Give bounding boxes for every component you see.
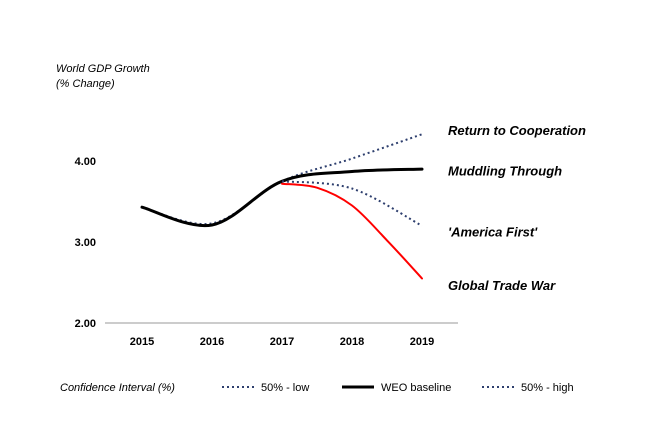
series-line-50-low (281, 180, 423, 227)
scenario-label: Global Trade War (448, 278, 556, 293)
x-tick-label: 2017 (270, 336, 294, 348)
y-tick-label: 4.00 (75, 156, 96, 168)
x-tick-label: 2016 (200, 336, 224, 348)
y-axis-title-line2: (% Change) (56, 78, 115, 90)
scenario-label: Return to Cooperation (448, 123, 586, 138)
x-tick-label: 2015 (130, 336, 154, 348)
legend-title: Confidence Interval (%) (60, 382, 175, 394)
x-tick-label: 2018 (340, 336, 364, 348)
legend-label: 50% - low (261, 382, 309, 394)
scenario-label: Muddling Through (448, 164, 562, 179)
y-tick-labels: 2.00 3.00 4.00 (75, 156, 96, 330)
series-line-global-trade-war (281, 182, 423, 280)
y-axis-title-line1: World GDP Growth (56, 63, 150, 75)
x-tick-labels: 2015 2016 2017 2018 2019 (130, 336, 434, 348)
scenario-label: 'America First' (448, 224, 538, 239)
series-lines (140, 133, 424, 280)
scenario-labels: Return to Cooperation Muddling Through 'Am… (448, 123, 586, 293)
series-line-50-high (141, 133, 423, 226)
x-tick-label: 2019 (410, 336, 434, 348)
legend-label: 50% - high (521, 382, 574, 394)
y-tick-label: 3.00 (75, 237, 96, 249)
y-tick-label: 2.00 (75, 318, 96, 330)
legend: 50% - low WEO baseline 50% - high (222, 382, 574, 394)
series-line-weo-baseline (140, 167, 424, 228)
legend-label: WEO baseline (381, 382, 451, 394)
